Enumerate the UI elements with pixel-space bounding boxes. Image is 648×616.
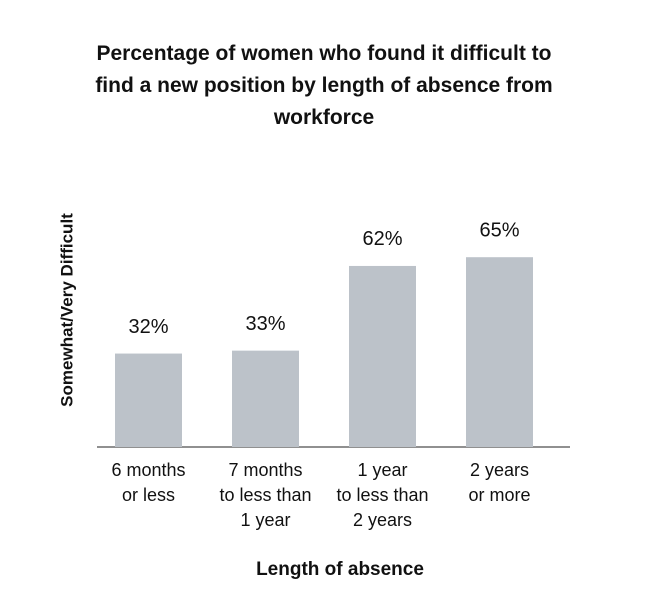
data-label: 33% bbox=[245, 313, 285, 335]
bar bbox=[232, 350, 299, 447]
x-tick-label: 2 years bbox=[353, 510, 412, 530]
data-label: 62% bbox=[362, 228, 402, 250]
x-tick-label: or more bbox=[468, 485, 530, 505]
x-tick-label: 2 years bbox=[470, 460, 529, 480]
x-tick-label: or less bbox=[122, 485, 175, 505]
x-tick-label: 7 months bbox=[228, 460, 302, 480]
bar bbox=[349, 265, 416, 447]
data-label: 32% bbox=[128, 316, 168, 338]
data-label: 65% bbox=[479, 219, 519, 241]
x-tick-label: 1 year bbox=[240, 510, 290, 530]
bar bbox=[115, 353, 182, 447]
x-tick-label: 6 months bbox=[111, 460, 185, 480]
bar bbox=[466, 257, 533, 447]
x-tick-label: 1 year bbox=[357, 460, 407, 480]
x-tick-label: to less than bbox=[219, 485, 311, 505]
chart-title: Percentage of women who found it difficu… bbox=[95, 42, 553, 129]
x-tick-label: to less than bbox=[336, 485, 428, 505]
y-axis-label: Somewhat/Very Difficult bbox=[57, 213, 76, 407]
x-axis-label: Length of absence bbox=[256, 559, 424, 580]
